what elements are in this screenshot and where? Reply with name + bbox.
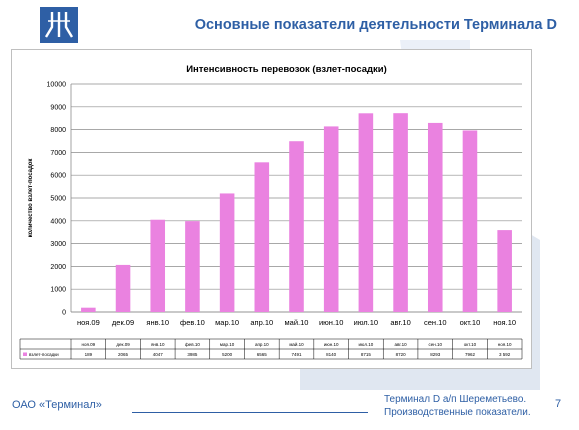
table-value-cell: 3 592 xyxy=(499,352,511,357)
bar-май.10 xyxy=(289,141,304,312)
table-header-cell: дек.09 xyxy=(116,342,130,347)
x-tick-label: ноя.10 xyxy=(493,318,516,327)
bar-окт.10 xyxy=(462,130,478,312)
y-tick-label: 2000 xyxy=(50,264,66,271)
x-tick-label: мар.10 xyxy=(215,318,239,327)
bar-мар.10 xyxy=(219,193,235,312)
footer-note-line1: Терминал D а/п Шереметьево. xyxy=(384,394,527,405)
table-header-cell: окт.10 xyxy=(464,342,477,347)
table-value-cell: 7962 xyxy=(465,352,476,357)
table-value-cell: 5200 xyxy=(222,352,233,357)
y-tick-label: 6000 xyxy=(50,173,66,180)
y-tick-label: 1000 xyxy=(50,287,66,294)
bar-chart: Интенсивность перевозок (взлет-посадки) к… xyxy=(19,64,523,360)
table-header-cell: фев.10 xyxy=(185,342,200,347)
x-tick-label: авг.10 xyxy=(390,318,410,327)
table-header-cell: апр.10 xyxy=(255,342,269,347)
slide-title: Основные показатели деятельности Термина… xyxy=(194,17,557,33)
x-tick-label: дек.09 xyxy=(112,318,134,327)
bar-сен.10 xyxy=(427,122,443,312)
table-header-cell: янв.10 xyxy=(151,342,165,347)
y-tick-label: 7000 xyxy=(50,150,66,157)
x-tick-label: апр.10 xyxy=(250,318,273,327)
x-tick-label: янв.10 xyxy=(146,318,169,327)
table-value-cell: 4047 xyxy=(153,352,164,357)
y-tick-label: 5000 xyxy=(50,196,66,203)
table-value-cell: 3985 xyxy=(187,352,198,357)
y-tick-label: 8000 xyxy=(50,127,66,134)
bar-фев.10 xyxy=(185,221,200,312)
table-value-cell: 189 xyxy=(85,352,93,357)
x-tick-label: июл.10 xyxy=(354,318,378,327)
table-header-cell: ноя.10 xyxy=(498,342,512,347)
x-tick-label: сен.10 xyxy=(424,318,447,327)
x-tick-label: окт.10 xyxy=(460,318,481,327)
footer-note-line2: Производственные показатели. xyxy=(384,407,531,418)
company-logo xyxy=(40,7,78,43)
table-value-cell: 8715 xyxy=(361,352,372,357)
bar-янв.10 xyxy=(150,219,166,312)
table-value-cell: 8720 xyxy=(396,352,407,357)
footer-divider xyxy=(132,412,368,413)
table-value-cell: 2065 xyxy=(118,352,129,357)
y-tick-label: 9000 xyxy=(50,104,66,111)
bar-авг.10 xyxy=(393,113,408,313)
chart-title: Интенсивность перевозок (взлет-посадки) xyxy=(186,64,387,75)
y-tick-label: 10000 xyxy=(47,82,67,89)
bar-апр.10 xyxy=(254,162,270,312)
y-tick-label: 3000 xyxy=(50,241,66,248)
table-value-cell: 8140 xyxy=(326,352,337,357)
x-tick-label: ноя.09 xyxy=(77,318,100,327)
bar-ноя.10 xyxy=(497,230,512,312)
table-header-cell: июн.10 xyxy=(324,342,339,347)
footer-note: Терминал D а/п Шереметьево. Производстве… xyxy=(384,393,544,419)
page-number: 7 xyxy=(555,398,562,410)
table-header-cell: ноя.09 xyxy=(82,342,96,347)
table-header-cell: июл.10 xyxy=(359,342,374,347)
table-value-cell: 7491 xyxy=(291,352,302,357)
table-value-cell: 6565 xyxy=(257,352,268,357)
y-tick-label: 0 xyxy=(62,310,66,317)
bar-дек.09 xyxy=(115,264,131,312)
table-header-cell: мар.10 xyxy=(220,342,235,347)
chart-frame: Интенсивность перевозок (взлет-посадки) к… xyxy=(11,49,532,369)
bar-ноя.09 xyxy=(81,307,96,312)
table-header-cell: май.10 xyxy=(289,341,304,347)
x-tick-label: май.10 xyxy=(285,318,309,327)
y-axis-label: количество взлет-посадок xyxy=(28,159,34,238)
table-value-cell: 8293 xyxy=(430,352,441,357)
x-tick-label: июн.10 xyxy=(319,318,343,327)
table-header-cell: авг.10 xyxy=(394,342,407,347)
table-series-name: взлет-посадки xyxy=(29,352,59,357)
table-header-cell: сен.10 xyxy=(429,342,443,347)
bar-июл.10 xyxy=(358,113,374,312)
table-legend-key xyxy=(23,352,27,356)
bar-июн.10 xyxy=(323,126,339,313)
y-tick-label: 4000 xyxy=(50,218,66,225)
x-tick-label: фев.10 xyxy=(180,318,205,327)
footer-company: ОАО «Терминал» xyxy=(12,399,102,411)
